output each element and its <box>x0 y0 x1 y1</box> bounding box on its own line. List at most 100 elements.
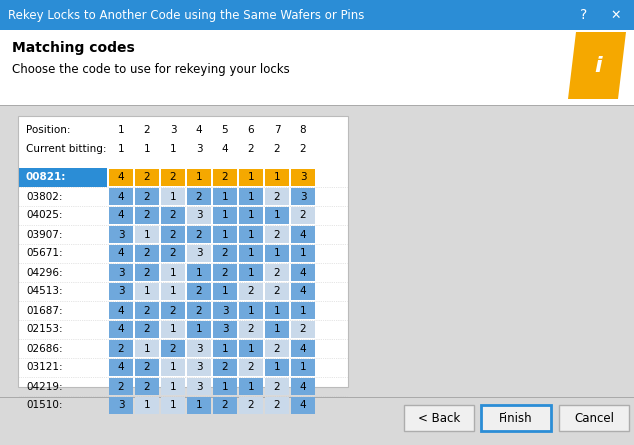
Text: 1: 1 <box>274 173 280 182</box>
Text: 2: 2 <box>144 324 150 335</box>
Bar <box>265 378 289 395</box>
Text: 2: 2 <box>144 267 150 278</box>
Text: 1: 1 <box>222 191 228 202</box>
Bar <box>213 283 237 300</box>
Text: 1: 1 <box>144 400 150 410</box>
Text: 2: 2 <box>144 381 150 392</box>
Bar <box>239 207 263 224</box>
Bar <box>265 321 289 338</box>
Bar <box>559 405 629 431</box>
Text: 2: 2 <box>170 344 176 353</box>
Bar <box>135 283 159 300</box>
Bar <box>161 169 185 186</box>
Text: 1: 1 <box>248 191 254 202</box>
Text: 1: 1 <box>274 306 280 316</box>
Text: ?: ? <box>580 8 588 22</box>
Bar <box>265 340 289 357</box>
Text: 00821:: 00821: <box>26 173 67 182</box>
Bar <box>239 188 263 205</box>
Text: 3: 3 <box>118 267 124 278</box>
Text: 1: 1 <box>196 173 202 182</box>
Bar <box>0 30 634 105</box>
Text: 1: 1 <box>248 248 254 259</box>
Text: 04296:: 04296: <box>26 267 63 278</box>
Text: 1: 1 <box>170 267 176 278</box>
Text: 2: 2 <box>170 248 176 259</box>
Bar <box>187 169 211 186</box>
Bar <box>239 340 263 357</box>
Bar <box>187 302 211 319</box>
Bar <box>0 106 634 445</box>
Text: 2: 2 <box>274 230 280 239</box>
Bar <box>265 359 289 376</box>
Text: 4: 4 <box>118 210 124 221</box>
Text: 2: 2 <box>222 267 228 278</box>
Bar <box>213 226 237 243</box>
Text: Matching codes: Matching codes <box>12 41 135 55</box>
Bar <box>161 378 185 395</box>
Bar <box>265 245 289 262</box>
Text: 1: 1 <box>144 287 150 296</box>
Text: 1: 1 <box>300 363 306 372</box>
Bar <box>265 226 289 243</box>
Text: 3: 3 <box>170 125 176 135</box>
Bar <box>239 302 263 319</box>
Text: 1: 1 <box>274 324 280 335</box>
Bar <box>265 169 289 186</box>
Text: 2: 2 <box>144 191 150 202</box>
Text: 4: 4 <box>118 173 124 182</box>
Bar <box>109 207 133 224</box>
Text: 2: 2 <box>144 125 150 135</box>
Text: 2: 2 <box>274 381 280 392</box>
Bar <box>161 264 185 281</box>
Text: 04513:: 04513: <box>26 287 63 296</box>
Text: 1: 1 <box>274 248 280 259</box>
Bar <box>135 359 159 376</box>
Polygon shape <box>568 32 626 99</box>
Bar <box>161 302 185 319</box>
Bar <box>291 264 315 281</box>
Text: 1: 1 <box>144 344 150 353</box>
Text: 2: 2 <box>274 400 280 410</box>
Text: Choose the code to use for rekeying your locks: Choose the code to use for rekeying your… <box>12 64 290 77</box>
Bar <box>291 397 315 414</box>
Text: 1: 1 <box>274 210 280 221</box>
Text: 1: 1 <box>118 125 124 135</box>
Text: 2: 2 <box>222 173 228 182</box>
Bar <box>135 378 159 395</box>
Text: 1: 1 <box>248 344 254 353</box>
Text: 2: 2 <box>300 144 306 154</box>
Text: 04025:: 04025: <box>26 210 63 221</box>
Bar <box>187 188 211 205</box>
Text: 3: 3 <box>118 287 124 296</box>
Text: 1: 1 <box>222 381 228 392</box>
Bar <box>239 378 263 395</box>
Bar <box>481 405 551 431</box>
Text: 3: 3 <box>196 381 202 392</box>
Bar <box>187 245 211 262</box>
Text: 1: 1 <box>196 267 202 278</box>
Text: 04219:: 04219: <box>26 381 63 392</box>
Text: 2: 2 <box>222 248 228 259</box>
Bar <box>109 378 133 395</box>
Bar <box>291 321 315 338</box>
Bar <box>109 302 133 319</box>
Text: 1: 1 <box>222 230 228 239</box>
Bar <box>291 302 315 319</box>
Text: 4: 4 <box>300 400 306 410</box>
Bar <box>187 264 211 281</box>
Text: 2: 2 <box>248 363 254 372</box>
Text: 1: 1 <box>170 363 176 372</box>
Bar <box>291 340 315 357</box>
Text: Position:: Position: <box>26 125 70 135</box>
Text: 2: 2 <box>170 230 176 239</box>
Bar <box>239 397 263 414</box>
Text: Rekey Locks to Another Code using the Same Wafers or Pins: Rekey Locks to Another Code using the Sa… <box>8 8 365 21</box>
Text: 3: 3 <box>222 306 228 316</box>
Text: 2: 2 <box>144 210 150 221</box>
Text: 2: 2 <box>274 191 280 202</box>
Bar <box>291 245 315 262</box>
Text: 2: 2 <box>118 381 124 392</box>
Text: 1: 1 <box>248 381 254 392</box>
Bar <box>213 302 237 319</box>
